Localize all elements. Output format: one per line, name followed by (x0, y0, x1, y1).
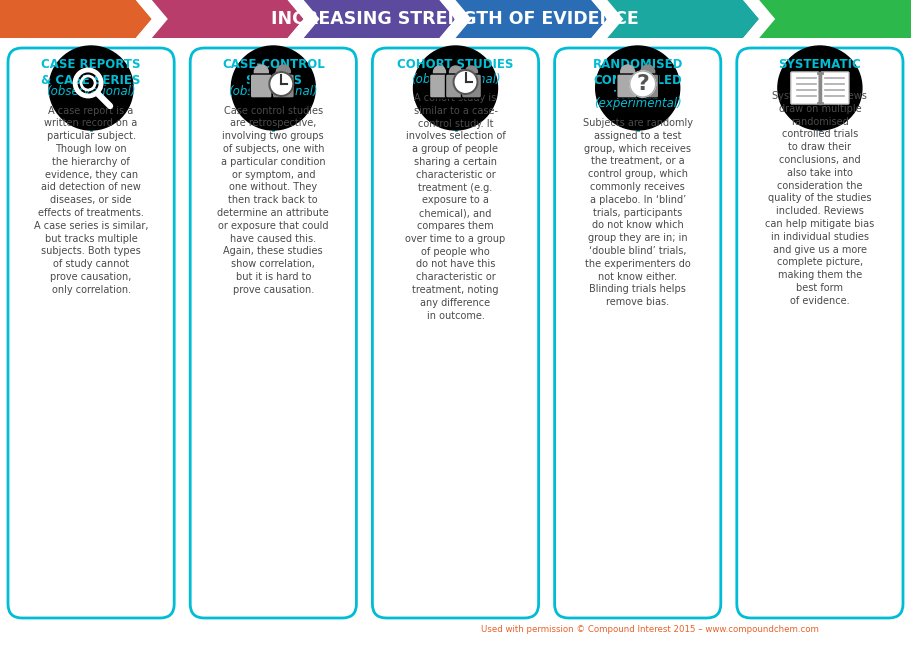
Text: (experimental): (experimental) (594, 97, 681, 111)
Text: (observational): (observational) (411, 73, 500, 86)
Text: A case report is a
written record on a
particular subject.
Though low on
the hie: A case report is a written record on a p… (34, 106, 148, 295)
FancyBboxPatch shape (429, 74, 449, 98)
Circle shape (276, 65, 291, 79)
Polygon shape (136, 0, 155, 38)
Text: ?: ? (636, 74, 650, 94)
Circle shape (49, 46, 133, 130)
Circle shape (596, 46, 680, 130)
Polygon shape (743, 0, 763, 38)
Text: A cohort study is
similar to a case-
control study. It
involves selection of
a g: A cohort study is similar to a case- con… (405, 93, 506, 321)
Circle shape (454, 70, 477, 94)
FancyBboxPatch shape (462, 74, 482, 98)
Text: CASE REPORTS
& CASE SERIES: CASE REPORTS & CASE SERIES (41, 58, 141, 86)
Circle shape (434, 66, 445, 78)
FancyBboxPatch shape (8, 48, 174, 618)
FancyBboxPatch shape (272, 74, 294, 98)
Polygon shape (152, 0, 303, 38)
Text: RANDOMISED
CONTROLLED
TRIALS: RANDOMISED CONTROLLED TRIALS (592, 58, 683, 102)
Text: Subjects are randomly
assigned to a test
group, which receives
the treatment, or: Subjects are randomly assigned to a test… (583, 118, 692, 307)
FancyBboxPatch shape (617, 74, 639, 98)
FancyBboxPatch shape (445, 74, 466, 98)
Circle shape (630, 71, 656, 97)
Polygon shape (0, 0, 152, 38)
Polygon shape (591, 0, 610, 38)
Polygon shape (439, 0, 458, 38)
FancyBboxPatch shape (555, 48, 721, 618)
Circle shape (466, 66, 477, 78)
Circle shape (231, 46, 315, 130)
FancyBboxPatch shape (737, 48, 903, 618)
Text: Case control studies
are retrospective,
involving two groups
of subjects, one wi: Case control studies are retrospective, … (218, 106, 329, 295)
Circle shape (254, 65, 269, 79)
FancyBboxPatch shape (373, 48, 538, 618)
Circle shape (414, 46, 497, 130)
Circle shape (778, 46, 862, 130)
Polygon shape (303, 0, 456, 38)
Text: Used with permission © Compound Interest 2015 – www.compoundchem.com: Used with permission © Compound Interest… (481, 625, 819, 634)
FancyBboxPatch shape (791, 72, 819, 104)
FancyBboxPatch shape (251, 74, 272, 98)
Text: Systematic reviews
draw on multiple
randomised
controlled trials
to draw their
c: Systematic reviews draw on multiple rand… (765, 91, 875, 306)
Text: SYSTEMATIC
REVIEW: SYSTEMATIC REVIEW (779, 58, 861, 86)
FancyBboxPatch shape (190, 48, 356, 618)
Polygon shape (288, 0, 307, 38)
Text: CASE-CONTROL
STUDIES: CASE-CONTROL STUDIES (222, 58, 324, 86)
Circle shape (640, 65, 655, 79)
Polygon shape (608, 0, 759, 38)
Text: (observational): (observational) (46, 85, 136, 98)
Polygon shape (456, 0, 608, 38)
Circle shape (449, 66, 462, 78)
Text: INCREASING STRENGTH OF EVIDENCE: INCREASING STRENGTH OF EVIDENCE (271, 10, 639, 28)
FancyBboxPatch shape (637, 74, 659, 98)
Polygon shape (759, 0, 911, 38)
Text: (observational): (observational) (229, 85, 318, 98)
Circle shape (270, 72, 293, 96)
Text: COHORT STUDIES: COHORT STUDIES (397, 58, 514, 71)
FancyBboxPatch shape (821, 72, 849, 104)
Circle shape (620, 65, 635, 79)
